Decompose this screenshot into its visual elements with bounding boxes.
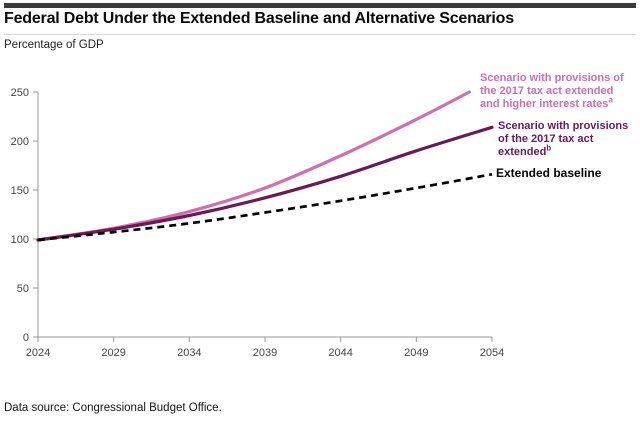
x-tick-label: 2044: [328, 347, 352, 359]
x-tick-label: 2029: [101, 347, 125, 359]
axis-lines: [37, 92, 492, 338]
axis-unit-label: Percentage of GDP: [4, 39, 104, 51]
chart-area: 0 50 100 150 200 250 2024 2029 2034 2039 2044 2049 2…: [0, 60, 640, 372]
x-tick-label: 2039: [253, 347, 277, 359]
x-tick-label: 2054: [480, 347, 504, 359]
series-label-line: extendedb: [498, 143, 552, 158]
x-tick-label: 2034: [177, 347, 201, 359]
series-label-line: the 2017 tax act extended: [480, 85, 614, 97]
y-tick-label: 250: [11, 87, 29, 99]
series-label-line: Scenario with provisions: [498, 120, 629, 132]
series-label-tax-act-extended: Scenario with provisions of the 2017 tax…: [498, 120, 628, 159]
series-label-line: of the 2017 tax act: [498, 133, 594, 145]
y-tick-label: 100: [11, 234, 29, 246]
x-tick-label: 2024: [26, 347, 50, 359]
footnote-marker-a: a: [608, 95, 613, 105]
top-accent-bar: [4, 3, 636, 8]
y-tick-label: 150: [11, 185, 29, 197]
footnote-marker-b: b: [546, 143, 552, 153]
series-line-0: [36, 90, 471, 242]
title-divider: [4, 34, 636, 35]
page-title: Federal Debt Under the Extended Baseline…: [4, 10, 514, 27]
series-label-higher-interest-rates: Scenario with provisions of the 2017 tax…: [480, 72, 624, 111]
data-source-note: Data source: Congressional Budget Office…: [4, 402, 222, 414]
series-label-line: and higher interest ratesa: [480, 95, 613, 110]
x-tick-label: 2049: [404, 347, 428, 359]
y-tick-label: 50: [17, 283, 29, 295]
series-line-2: [37, 172, 493, 242]
series-label-line: Scenario with provisions of: [480, 72, 624, 84]
y-tick-label: 200: [11, 136, 29, 148]
series-label-extended-baseline: Extended baseline: [496, 167, 601, 180]
series-label-line: Extended baseline: [496, 166, 602, 180]
line-chart-canvas: 0 50 100 150 200 250 2024 2029 2034 2039 2044 2049 2…: [11, 87, 505, 359]
series-line-1: [36, 125, 494, 242]
y-tick-label: 0: [23, 332, 29, 344]
